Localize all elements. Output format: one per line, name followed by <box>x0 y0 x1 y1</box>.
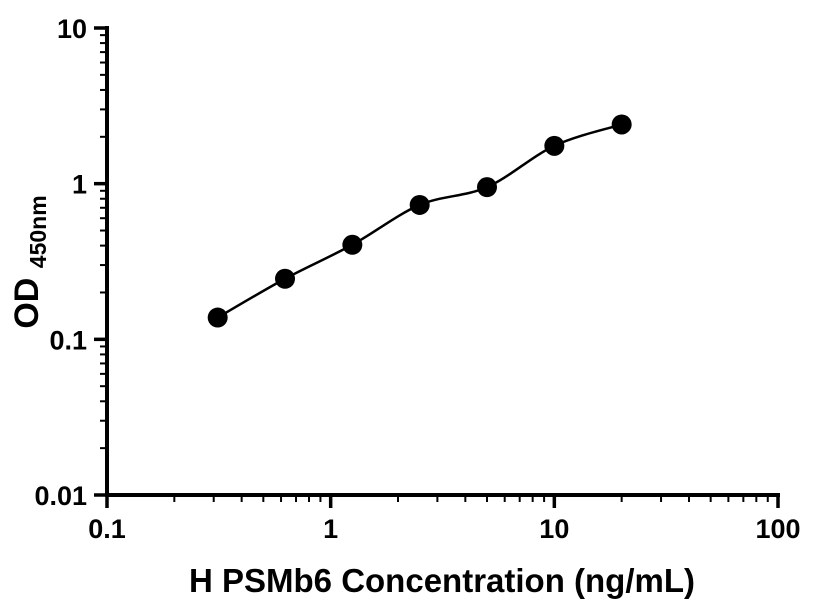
x-tick-label: 100 <box>755 514 800 544</box>
data-point <box>477 177 498 198</box>
x-tick-label: 0.1 <box>88 514 126 544</box>
x-axis-title: H PSMb6 Concentration (ng/mL) <box>189 562 695 599</box>
y-tick-label: 10 <box>57 14 87 44</box>
y-axis-title: OD 450nm <box>8 195 51 328</box>
data-point <box>342 234 363 255</box>
data-point <box>544 135 565 156</box>
y-tick-label: 0.1 <box>49 325 87 355</box>
data-point <box>611 114 632 135</box>
x-tick-label: 10 <box>539 514 569 544</box>
data-point <box>207 307 228 328</box>
y-tick-label: 0.01 <box>34 481 87 511</box>
x-tick-label: 1 <box>323 514 338 544</box>
y-tick-label: 1 <box>72 170 87 200</box>
data-point <box>275 268 296 289</box>
y-axis-title-main: OD <box>8 278 46 329</box>
fit-curve <box>217 123 623 319</box>
data-point <box>409 194 430 215</box>
y-axis-title-subscript: 450nm <box>25 195 51 268</box>
